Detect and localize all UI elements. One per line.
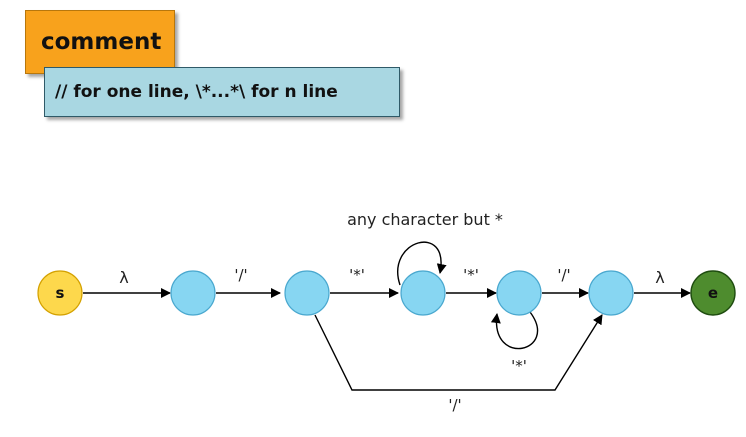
state-node-4 <box>496 270 542 316</box>
state-node-5 <box>588 270 634 316</box>
title-text: comment <box>41 29 162 55</box>
loop-4 <box>490 311 538 350</box>
end-node-label: e <box>708 284 718 302</box>
title-box: comment <box>25 10 175 74</box>
subtitle-text: // for one line, \*...*\ for n line <box>55 82 338 102</box>
state-node-2 <box>284 270 330 316</box>
start-node <box>37 270 83 316</box>
end-node <box>690 270 736 316</box>
label-3-to-4: '*' <box>463 266 479 284</box>
label-5-to-e: λ <box>655 268 664 287</box>
label-2-to-3: '*' <box>349 266 365 284</box>
label-1-to-2: '/' <box>234 266 247 284</box>
loop-3 <box>397 241 447 286</box>
edge-2-to-5 <box>314 314 603 391</box>
label-2-to-5: '/' <box>448 396 461 414</box>
subtitle-box: // for one line, \*...*\ for n line <box>44 67 400 117</box>
label-loop-3: any character but * <box>347 210 503 229</box>
label-loop-4: '*' <box>511 357 527 375</box>
label-s-to-1: λ <box>119 268 128 287</box>
state-node-3 <box>400 270 446 316</box>
label-4-to-5: '/' <box>557 266 570 284</box>
state-node-1 <box>170 270 216 316</box>
start-node-label: s <box>56 284 65 302</box>
